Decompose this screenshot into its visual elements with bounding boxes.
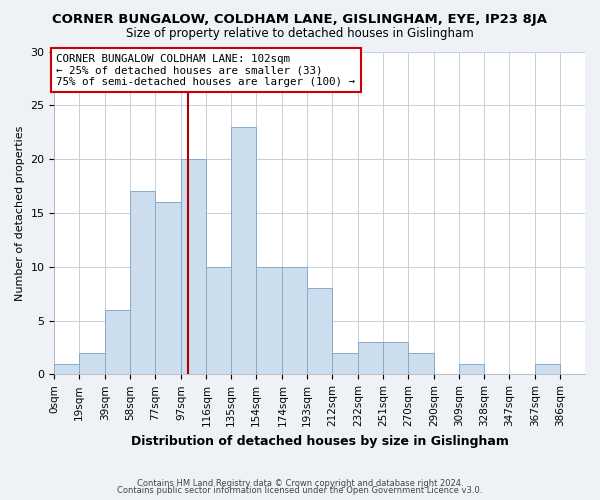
Bar: [307, 288, 332, 374]
Bar: [332, 353, 358, 374]
Bar: [155, 202, 181, 374]
Bar: [79, 353, 106, 374]
Text: Size of property relative to detached houses in Gislingham: Size of property relative to detached ho…: [126, 28, 474, 40]
Bar: [535, 364, 560, 374]
Bar: [130, 192, 155, 374]
Bar: [256, 266, 283, 374]
Bar: [383, 342, 408, 374]
Bar: [283, 266, 307, 374]
Bar: [358, 342, 383, 374]
Text: Contains HM Land Registry data © Crown copyright and database right 2024.: Contains HM Land Registry data © Crown c…: [137, 478, 463, 488]
Bar: [106, 310, 130, 374]
Text: CORNER BUNGALOW, COLDHAM LANE, GISLINGHAM, EYE, IP23 8JA: CORNER BUNGALOW, COLDHAM LANE, GISLINGHA…: [53, 12, 548, 26]
Text: CORNER BUNGALOW COLDHAM LANE: 102sqm
← 25% of detached houses are smaller (33)
7: CORNER BUNGALOW COLDHAM LANE: 102sqm ← 2…: [56, 54, 355, 87]
Bar: [459, 364, 484, 374]
Bar: [206, 266, 231, 374]
Text: Contains public sector information licensed under the Open Government Licence v3: Contains public sector information licen…: [118, 486, 482, 495]
Bar: [181, 159, 206, 374]
X-axis label: Distribution of detached houses by size in Gislingham: Distribution of detached houses by size …: [131, 434, 509, 448]
Bar: [55, 364, 79, 374]
Bar: [408, 353, 434, 374]
Bar: [231, 127, 256, 374]
Y-axis label: Number of detached properties: Number of detached properties: [15, 125, 25, 300]
